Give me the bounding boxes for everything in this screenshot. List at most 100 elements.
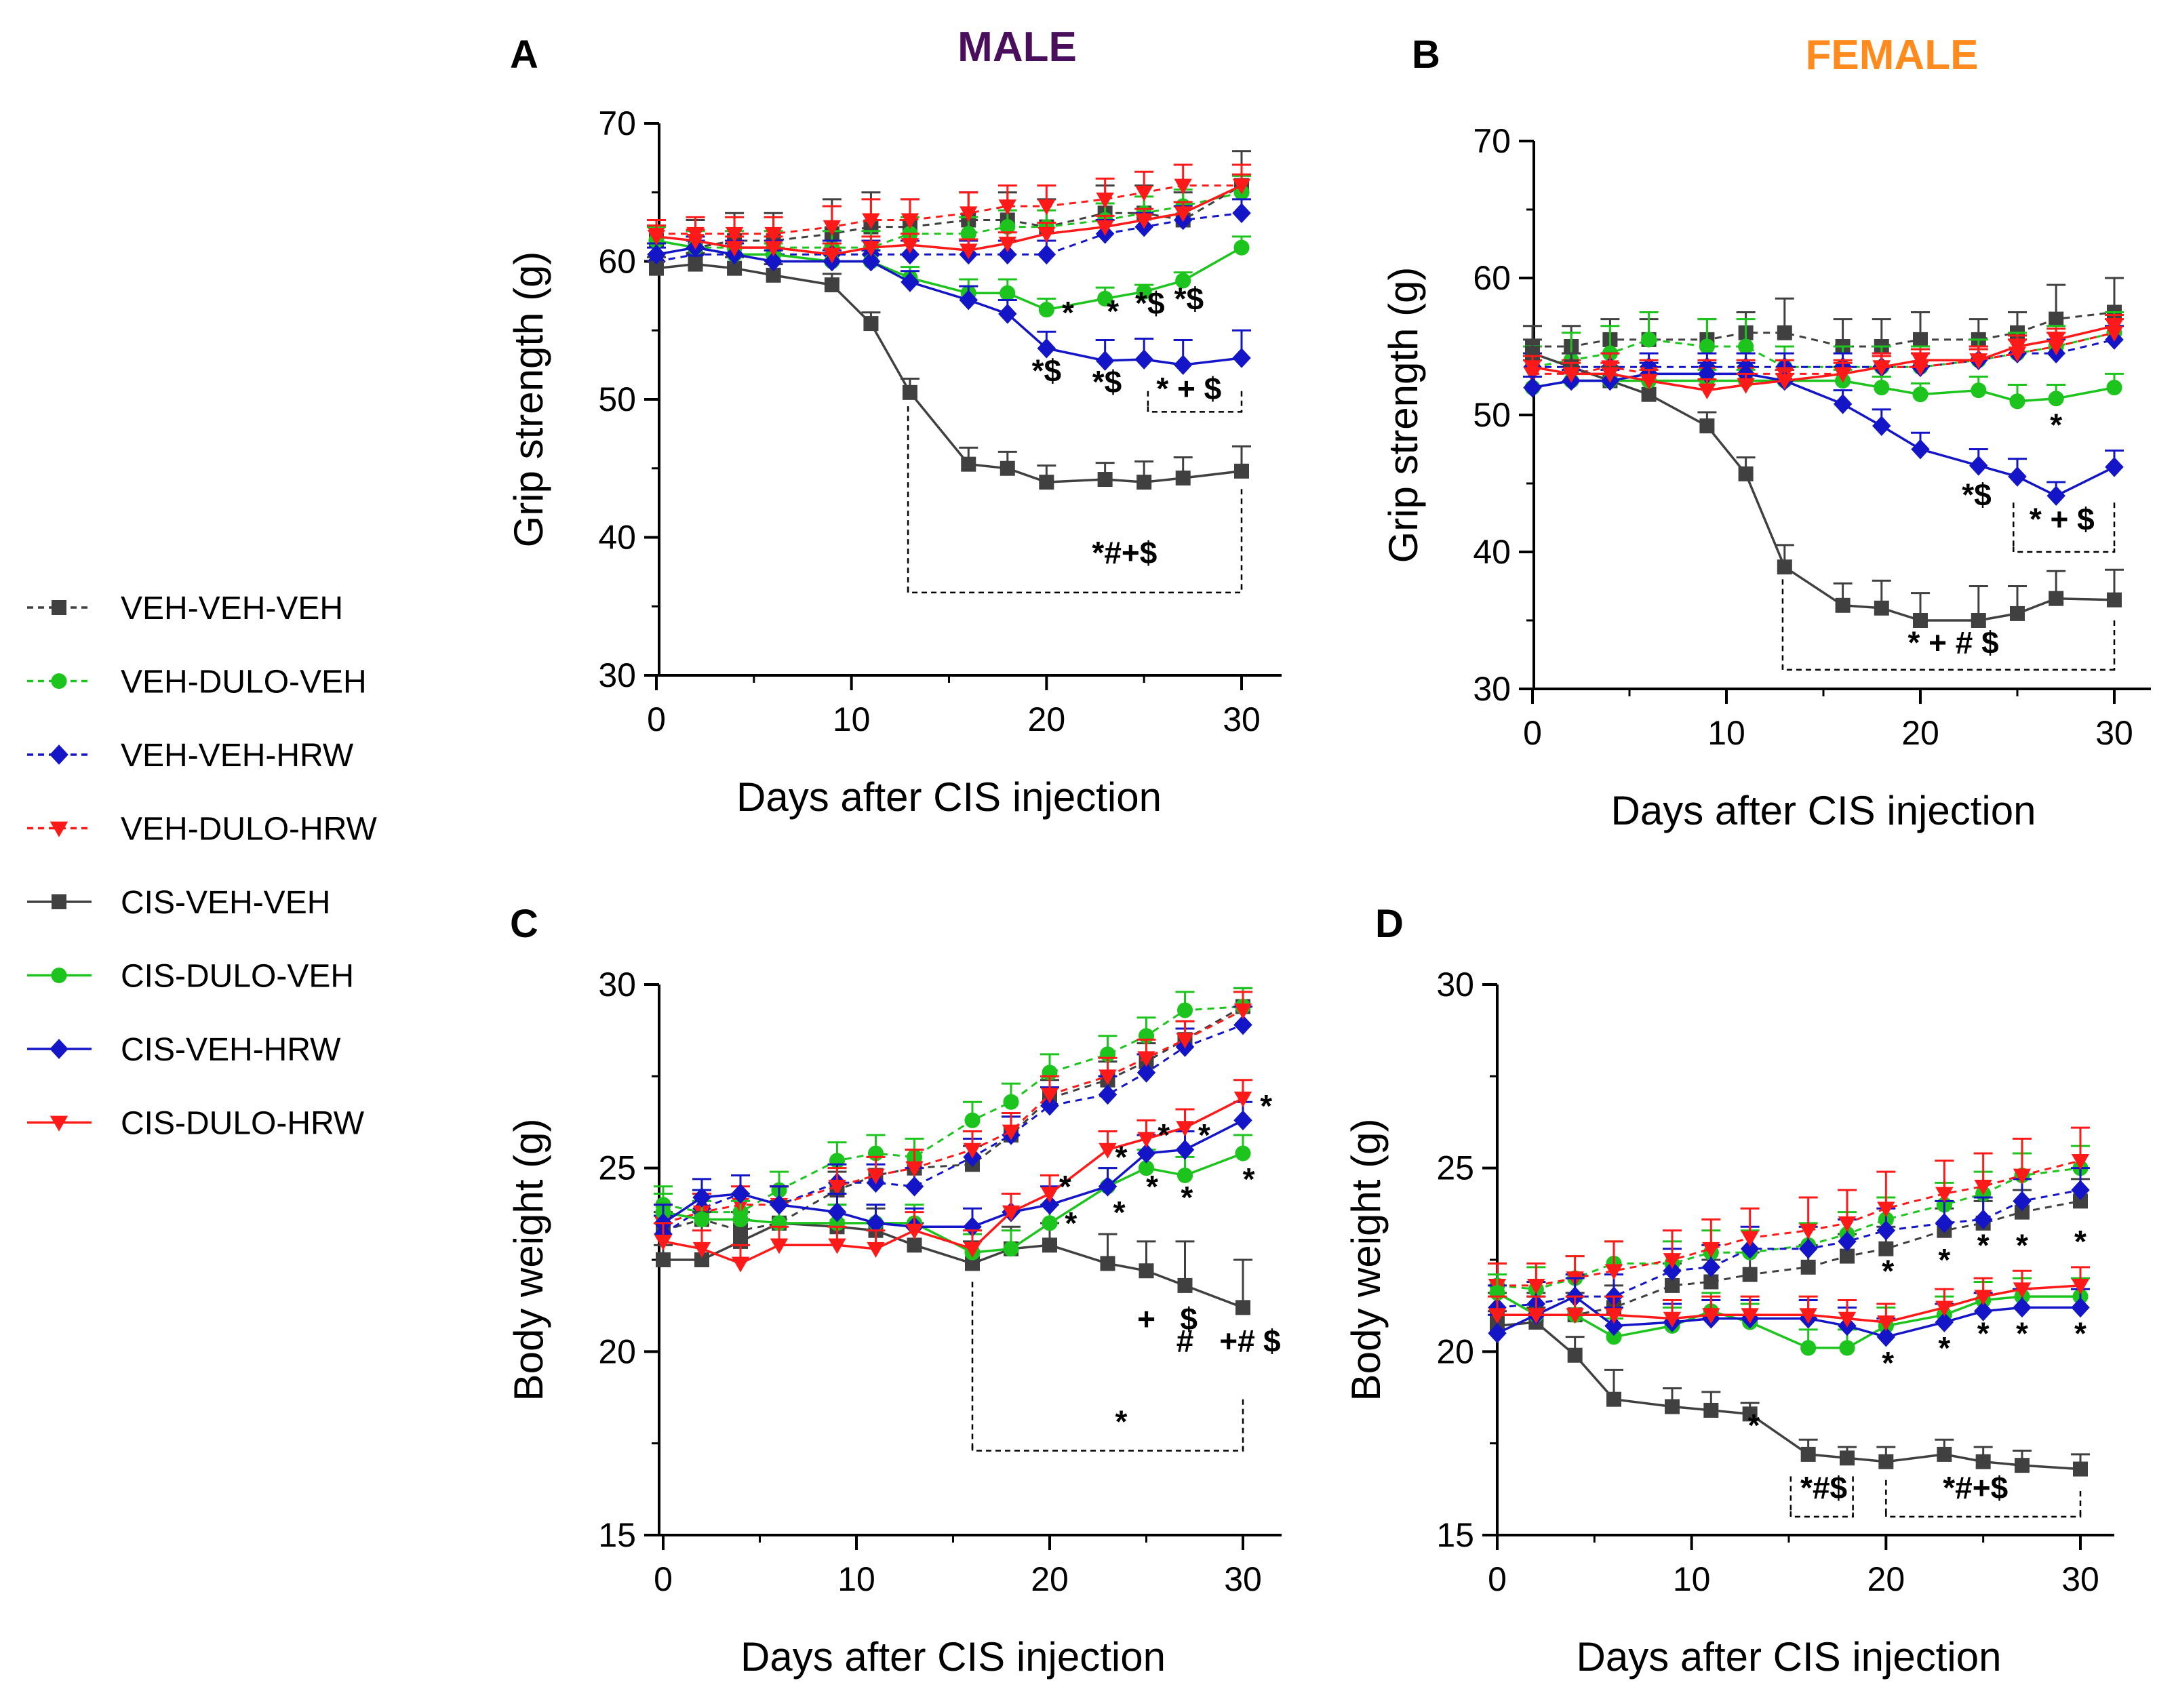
x-axis-label: Days after CIS injection [740,1634,1166,1680]
data-point [1040,1187,1059,1203]
significance-annotation: +# [1219,1323,1254,1358]
data-point [1604,1264,1623,1280]
data-point [1566,1308,1584,1324]
data-point [1937,1446,1952,1462]
data-point [2008,340,2027,356]
significance-annotation: *$ [1032,353,1061,389]
panel-letter: A [510,33,538,77]
data-point [2049,591,2064,606]
panel-C: C 15 20 25 30 0 10 20 30 Days after CIS injection… [506,902,1282,1680]
data-point [1000,219,1016,235]
data-point [1975,1454,1991,1469]
data-point [1971,382,1987,399]
significance-bracket [1789,1511,1854,1518]
data-point [1800,1446,1816,1462]
data-point [2010,605,2025,621]
y-axis-label: Grip strength (g) [1381,267,1426,563]
data-point [732,1211,749,1228]
significance-annotation: * [1065,1206,1077,1241]
data-point [998,237,1016,253]
series-cis-dulo-hrw [654,1079,1252,1273]
x-tick-label: 30 [2061,1560,2099,1598]
data-point [1913,613,1928,628]
significance-annotation: * [2074,1224,2086,1259]
data-point [1973,1209,1993,1230]
significance-annotation: $ [1263,1323,1281,1358]
significance-annotation: *$ [1962,477,1991,512]
x-tick-label: 20 [1028,700,1066,738]
data-point [828,1179,846,1195]
data-point [1175,273,1191,289]
data-point [1136,1062,1156,1083]
data-point [867,1168,885,1185]
series-line [1532,372,2115,498]
significance-annotation: * + $ [1156,371,1221,406]
x-tick-label: 0 [647,700,666,738]
data-point [1799,1223,1817,1239]
data-point [1698,383,1716,399]
significance-annotation: * [1062,295,1074,330]
data-point [901,238,919,254]
data-point [1138,1160,1155,1176]
data-point [960,206,978,222]
data-point [1878,1241,1894,1256]
significance-bracket [2013,547,2116,553]
data-point [2046,485,2065,507]
data-point [1097,472,1113,488]
data-point [901,272,919,292]
data-point [1099,1143,1117,1159]
data-point [1601,367,1619,383]
x-axis-label: Days after CIS injection [1611,788,2036,833]
data-point [1000,460,1015,476]
data-point [1232,178,1251,195]
x-tick-label: 30 [2095,714,2133,752]
data-point [1935,1312,1954,1332]
data-point [1562,367,1581,383]
data-point [861,251,881,272]
data-point [901,244,919,265]
data-point [1798,1238,1818,1259]
significance-annotation: *$ [1135,285,1164,321]
series-cis-veh-hrw [647,235,1251,375]
data-point [1096,220,1114,236]
data-point [1935,1300,1954,1317]
data-point [2015,1204,2030,1220]
bracket-verticals [907,391,1243,593]
bracket-verticals [971,1282,1244,1451]
data-point [1003,1094,1019,1110]
legend-label: CIS-VEH-VEH [121,885,330,921]
data-point [1177,1277,1193,1293]
data-point [823,220,842,236]
data-point [960,226,976,242]
significance-annotation: * + # $ [1907,624,1998,660]
data-point [902,384,917,400]
data-point [1176,1167,1193,1184]
data-point [1663,1311,1682,1328]
panel-letter: B [1412,33,1440,77]
series-veh-dulo-veh [654,987,1252,1220]
significance-annotation: * [2074,1316,2086,1351]
data-point [1136,283,1152,300]
significance-annotation: *$ [1092,364,1122,399]
legend-marker-square [52,894,66,909]
data-point [1641,386,1657,402]
bracket-line [1885,1511,2082,1518]
data-point [1911,439,1930,460]
data-point [1874,380,1890,396]
data-point [1134,185,1153,201]
data-point [1232,203,1251,224]
data-point [725,226,744,243]
data-point [1139,1263,1154,1279]
data-point [647,229,666,246]
data-point [2073,1193,2088,1209]
data-point [1234,463,1249,479]
data-point [1134,213,1153,229]
data-point [1799,1308,1817,1324]
bracket-line [971,1445,1244,1452]
data-point [2071,1180,2090,1200]
bracket-line [1789,1511,1854,1518]
data-point [1777,325,1792,340]
x-axis-label: Days after CIS injection [736,774,1162,820]
data-point [998,244,1017,265]
